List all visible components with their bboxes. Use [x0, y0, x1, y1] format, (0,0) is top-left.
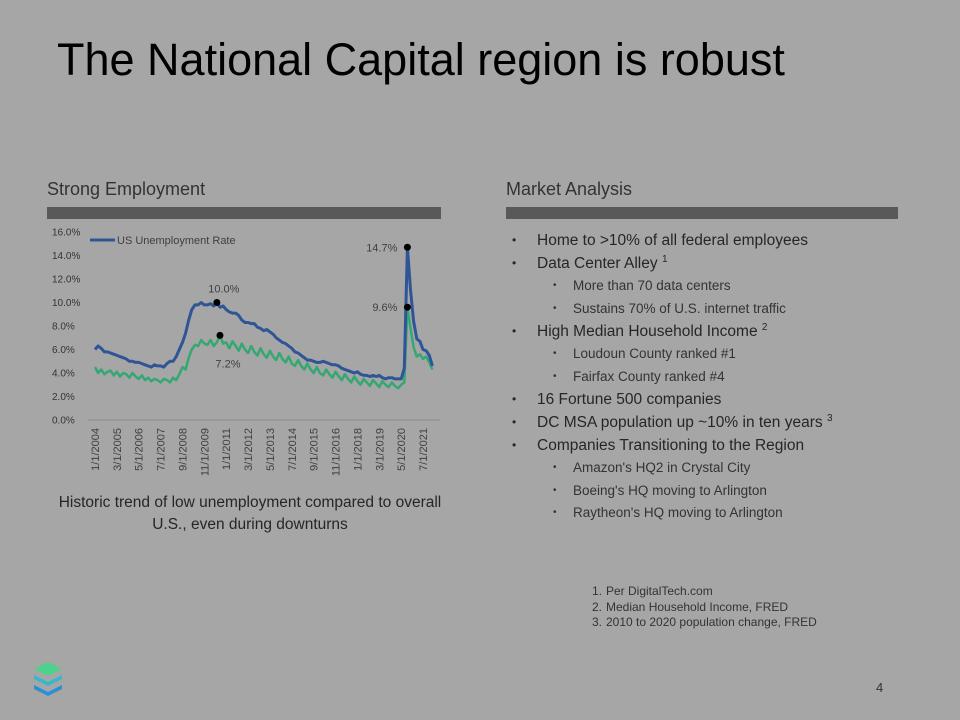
x-tick-label: 11/1/2016	[331, 428, 343, 476]
y-tick-label: 0.0%	[52, 416, 75, 427]
x-tick-label: 7/1/2021	[418, 428, 430, 471]
x-tick-label: 11/1/2009	[199, 428, 211, 476]
footnote-marker: 1.	[592, 584, 603, 598]
logo-layer	[34, 675, 62, 686]
slide-title: The National Capital region is robust	[57, 34, 785, 85]
data-label: 9.6%	[372, 302, 397, 314]
x-tick-label: 1/1/2004	[90, 428, 102, 471]
point-marker	[403, 303, 411, 311]
x-tick-label: 1/1/2018	[352, 428, 364, 471]
sub-bullet-item: Raytheon's HQ moving to Arlington	[537, 502, 928, 525]
footnote: 3. 2010 to 2020 population change, FRED	[592, 615, 817, 631]
footnote-text: Median Household Income, FRED	[606, 599, 789, 614]
data-line	[93, 305, 434, 390]
data-line	[93, 245, 434, 381]
footnote-ref: 2	[761, 321, 768, 333]
bullet-item: High Median Household Income 2 Loudoun Co…	[508, 320, 928, 388]
sub-bullet-item: Sustains 70% of U.S. internet traffic	[537, 298, 928, 321]
bullet-text: High Median Household Income	[537, 323, 758, 340]
logo-layer	[34, 662, 62, 676]
bullet-list: Home to >10% of all federal employees Dat…	[508, 229, 928, 525]
sub-bullet-item: Loudoun County ranked #1	[537, 343, 928, 366]
x-tick-label: 5/1/2020	[396, 428, 408, 471]
bullet-item: Companies Transitioning to the Region Ama…	[508, 434, 928, 525]
chart: 0.0% 2.0% 4.0% 6.0% 8.0% 10.0% 12.0% 14.0% 16.0%…	[52, 228, 440, 476]
sub-bullet-item: Boeing's HQ moving to Arlington	[537, 480, 928, 503]
footnote-ref: 1	[661, 253, 668, 265]
bullet-text: Data Center Alley	[537, 255, 658, 272]
sub-bullet-list: Loudoun County ranked #1Fairfax County r…	[537, 343, 928, 388]
data-label: 7.2%	[215, 358, 240, 370]
logo-layer	[34, 685, 62, 696]
point-marker	[216, 331, 224, 339]
y-tick-label: 10.0%	[52, 298, 80, 309]
x-tick-label: 3/1/2019	[374, 428, 386, 471]
bullet-item: 16 Fortune 500 companies	[508, 388, 928, 411]
footnote: 1. Per DigitalTech.com	[592, 584, 817, 600]
bullet-item: DC MSA population up ~10% in ten years 3	[508, 411, 928, 434]
page-number: 4	[876, 680, 884, 695]
bullet-text: Home to >10% of all federal employees	[537, 232, 808, 249]
footnote-ref: 3	[826, 412, 833, 424]
section-bar	[506, 207, 898, 219]
section-heading: Strong Employment	[47, 179, 206, 199]
x-tick-label: 7/1/2007	[156, 428, 168, 471]
point-marker	[403, 243, 411, 251]
legend-label: US Unemployment Rate	[117, 235, 236, 247]
x-tick-label: 9/1/2008	[177, 428, 189, 471]
sub-bullet-item: More than 70 data centers	[537, 275, 928, 298]
x-tick-label: 3/1/2012	[243, 428, 255, 471]
bullet-text: Companies Transitioning to the Region	[537, 437, 805, 454]
y-tick-label: 4.0%	[52, 369, 75, 380]
footnote-marker: 2.	[592, 599, 603, 614]
chart-caption: Historic trend of low unemployment compa…	[58, 494, 442, 533]
x-tick-label: 5/1/2006	[134, 428, 146, 471]
footnote: 2. Median Household Income, FRED	[592, 600, 817, 616]
footnotes: 1. Per DigitalTech.com 2. Median Household …	[592, 584, 817, 631]
section-heading: Market Analysis	[506, 179, 633, 199]
bullet-text: DC MSA population up ~10% in ten years	[537, 414, 823, 431]
y-tick-label: 6.0%	[52, 345, 75, 356]
y-tick-label: 16.0%	[52, 228, 80, 239]
bullet-item: Home to >10% of all federal employees	[508, 229, 928, 252]
y-tick-label: 2.0%	[52, 392, 75, 403]
y-tick-label: 12.0%	[52, 275, 80, 286]
sub-bullet-item: Amazon's HQ2 in Crystal City	[537, 457, 928, 480]
data-label: 10.0%	[208, 284, 239, 296]
section-bar	[47, 207, 441, 219]
sub-bullet-list: Amazon's HQ2 in Crystal CityBoeing's HQ …	[537, 457, 928, 525]
logo	[34, 662, 62, 696]
sub-bullet-item: Fairfax County ranked #4	[537, 366, 928, 389]
x-tick-label: 1/1/2011	[221, 428, 233, 470]
x-tick-label: 9/1/2015	[309, 428, 321, 471]
footnote-text: 2010 to 2020 population change, FRED	[606, 615, 817, 629]
bullet-text: 16 Fortune 500 companies	[537, 391, 722, 408]
x-tick-label: 5/1/2013	[265, 428, 277, 471]
sub-bullet-list: More than 70 data centersSustains 70% of…	[537, 275, 928, 320]
y-tick-label: 14.0%	[52, 251, 80, 262]
bullet-item: Data Center Alley 1 More than 70 data cen…	[508, 252, 928, 320]
x-tick-label: 7/1/2014	[287, 428, 299, 471]
footnote-text: Per DigitalTech.com	[606, 584, 713, 598]
footnote-marker: 3.	[592, 615, 603, 629]
x-tick-label: 3/1/2005	[112, 428, 124, 471]
y-tick-label: 8.0%	[52, 322, 75, 333]
data-label: 14.7%	[366, 242, 397, 254]
point-marker	[213, 299, 221, 306]
